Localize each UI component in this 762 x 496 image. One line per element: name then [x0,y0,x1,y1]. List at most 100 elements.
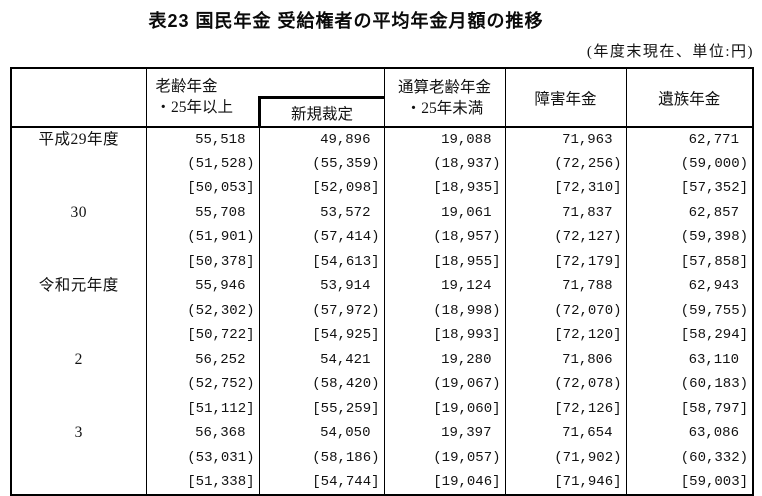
header-new-ruling: 新規裁定 [257,96,384,126]
value-cell: (72,070) [504,298,626,323]
value-cell: 71,837 [504,200,626,225]
value-cell: 71,963 [504,127,626,152]
table-row: (52,752) (58,420) (19,067) (72,078) (60,183) [11,372,753,397]
value-cell: [55,259] [258,396,384,421]
value-cell: (72,078) [504,372,626,397]
value-cell: 19,124 [383,274,505,299]
value-cell: [71,946] [504,470,626,495]
header-year-column [11,68,146,128]
header-old-age-group: 老齢年金 ・25年以上 新規裁定 [145,68,384,128]
value-cell: 53,914 [258,274,384,299]
value-cell: (51,901) [145,225,259,250]
value-cell: [52,098] [258,176,384,201]
value-cell: (19,067) [383,372,505,397]
table-row: 令和元年度 55,946 53,914 19,124 71,788 62,943 [11,274,753,299]
table-title: 表23 国民年金 受給権者の平均年金月額の推移 [148,11,544,31]
old-age-header-wrap: 老齢年金 ・25年以上 新規裁定 [147,69,384,126]
value-cell: 71,806 [504,347,626,372]
value-cell: 54,050 [258,421,384,446]
value-cell: 53,572 [258,200,384,225]
pension-table: 老齢年金 ・25年以上 新規裁定 通算老齢年金 ・25年未満 障害年金 遺族年金… [10,67,754,496]
value-cell: 56,368 [145,421,259,446]
value-cell: (53,031) [145,445,259,470]
value-cell: (59,000) [625,151,753,176]
value-cell: [57,858] [625,249,753,274]
table-row: (53,031) (58,186) (19,057) (71,902) (60,332) [11,445,753,470]
value-cell: (58,186) [258,445,384,470]
table-row: [51,338] [54,744] [19,046] [71,946] [59,003] [11,470,753,495]
table-body: 平成29年度 55,518 49,896 19,088 71,963 62,771 (51,… [11,127,753,495]
value-cell: 63,086 [625,421,753,446]
value-cell: (18,937) [383,151,505,176]
value-cell: 56,252 [145,347,259,372]
value-cell: (18,957) [383,225,505,250]
value-cell: (72,127) [504,225,626,250]
value-cell: (72,256) [504,151,626,176]
value-cell: [72,126] [504,396,626,421]
value-cell: [50,722] [145,323,259,348]
value-cell: 62,857 [625,200,753,225]
value-cell: [72,179] [504,249,626,274]
value-cell: (52,752) [145,372,259,397]
unit-note: (年度末現在、単位:円) [586,44,754,60]
value-cell: [18,935] [383,176,505,201]
year-cell: 平成29年度 [38,131,119,148]
table-row: 3 56,368 54,050 19,397 71,654 63,086 [11,421,753,446]
table-row: (52,302) (57,972) (18,998) (72,070) (59,755) [11,298,753,323]
value-cell: [54,744] [258,470,384,495]
header-old-age: 老齢年金 ・25年以上 [155,78,234,116]
value-cell: [58,797] [625,396,753,421]
value-cell: 63,110 [625,347,753,372]
table-row: [50,053] [52,098] [18,935] [72,310] [57,352] [11,176,753,201]
table-row: 2 56,252 54,421 19,280 71,806 63,110 [11,347,753,372]
value-cell: 55,946 [145,274,259,299]
value-cell: (59,755) [625,298,753,323]
value-cell: 55,708 [145,200,259,225]
header-survivor: 遺族年金 [625,68,753,128]
value-cell: 49,896 [258,127,384,152]
value-cell: [18,955] [383,249,505,274]
header-disability: 障害年金 [504,68,626,128]
value-cell: [50,053] [145,176,259,201]
year-cell: 30 [70,203,87,221]
value-cell: [51,112] [145,396,259,421]
value-cell: (71,902) [504,445,626,470]
value-cell: (57,972) [258,298,384,323]
table-row: (51,901) (57,414) (18,957) (72,127) (59,398) [11,225,753,250]
header-total-old-age: 通算老齢年金 ・25年未満 [383,68,505,128]
table-row: (51,528) (55,359) (18,937) (72,256) (59,000) [11,151,753,176]
value-cell: [54,613] [258,249,384,274]
value-cell: 71,788 [504,274,626,299]
value-cell: [19,046] [383,470,505,495]
year-cell: 2 [74,350,83,368]
year-cell: 3 [74,424,83,441]
value-cell: 62,771 [625,127,753,152]
table-row: 平成29年度 55,518 49,896 19,088 71,963 62,771 [11,127,753,152]
value-cell: [51,338] [145,470,259,495]
value-cell: 19,397 [383,421,505,446]
value-cell: 19,061 [383,200,505,225]
value-cell: [50,378] [145,249,259,274]
value-cell: 19,280 [383,347,505,372]
table-row: [51,112] [55,259] [19,060] [72,126] [58,797] [11,396,753,421]
table-row: [50,722] [54,925] [18,993] [72,120] [58,294] [11,323,753,348]
value-cell: [18,993] [383,323,505,348]
year-cell: 令和元年度 [38,277,119,294]
value-cell: 71,654 [504,421,626,446]
table-header: 老齢年金 ・25年以上 新規裁定 通算老齢年金 ・25年未満 障害年金 遺族年金 [11,68,753,128]
table-row: 30 55,708 53,572 19,061 71,837 62,857 [11,200,753,225]
header-row: 老齢年金 ・25年以上 新規裁定 通算老齢年金 ・25年未満 障害年金 遺族年金 [11,68,753,128]
value-cell: 19,088 [383,127,505,152]
value-cell: [19,060] [383,396,505,421]
value-cell: [54,925] [258,323,384,348]
value-cell: (18,998) [383,298,505,323]
value-cell: 54,421 [258,347,384,372]
value-cell: [58,294] [625,323,753,348]
value-cell: (57,414) [258,225,384,250]
value-cell: (55,359) [258,151,384,176]
table-row: [50,378] [54,613] [18,955] [72,179] [57,858] [11,249,753,274]
value-cell: [72,120] [504,323,626,348]
value-cell: 62,943 [625,274,753,299]
value-cell: (60,332) [625,445,753,470]
